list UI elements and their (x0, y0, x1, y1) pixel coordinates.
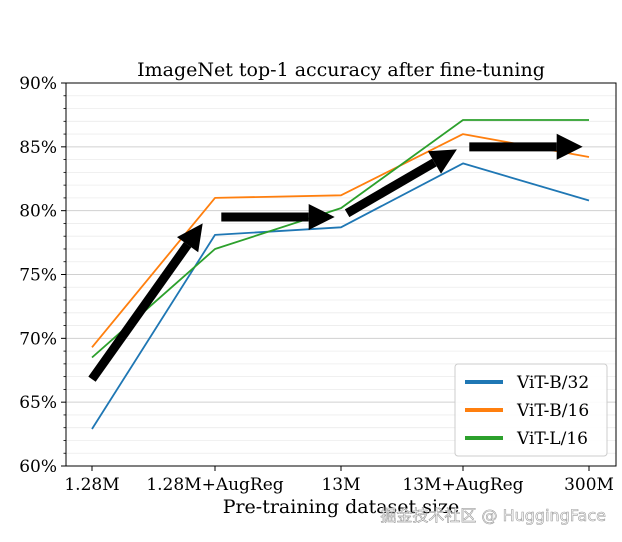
y-tick-label: 75% (19, 266, 57, 286)
arrow-shaft (88, 242, 192, 382)
annotation-arrow (88, 223, 203, 382)
legend-item: ViT-B/32 (465, 373, 589, 393)
series-line (91, 133, 590, 348)
watermark: 掘金技术社区 @ HuggingFace (380, 506, 606, 525)
legend-box (454, 363, 608, 457)
arrow-shaft (344, 158, 437, 218)
arrow-head (427, 149, 457, 174)
y-tick-label: 65% (19, 393, 57, 413)
legend-label: ViT-L/16 (516, 429, 588, 449)
x-tick-label: 1.28M (64, 475, 119, 495)
annotation-arrow (344, 149, 457, 218)
legend-label: ViT-B/16 (516, 401, 589, 421)
x-tick-label: 300M (564, 475, 614, 495)
arrow-head (177, 223, 203, 253)
arrow-head (308, 204, 335, 230)
arrow-layer (88, 133, 583, 382)
axis-layer: 60% 65% 70% 75% 80% 85% 90% 1.28M 1.28M+AugReg 13… (19, 74, 614, 495)
legend-item: ViT-B/16 (465, 401, 589, 421)
y-tick-label: 85% (19, 138, 57, 158)
legend-item: ViT-L/16 (465, 429, 588, 449)
x-tick-label: 13M (321, 475, 360, 495)
chart-title: ImageNet top-1 accuracy after fine-tunin… (137, 59, 545, 81)
legend-label: ViT-B/32 (516, 373, 589, 393)
series-line (91, 119, 589, 359)
series-line (91, 162, 590, 430)
y-tick-label: 60% (19, 457, 57, 477)
series-layer (91, 119, 590, 430)
x-tick-label: 1.28M+AugReg (146, 475, 283, 495)
grid-layer (66, 95, 616, 454)
legend: ViT-B/32 ViT-B/16 ViT-L/16 (454, 363, 608, 457)
x-axis-label: Pre-training dataset size (223, 496, 460, 518)
annotation-arrow (221, 204, 335, 230)
arrow-head (556, 133, 583, 160)
x-tick-label: 13M+AugReg (402, 475, 523, 495)
y-tick-label: 90% (19, 74, 57, 94)
y-tick-label: 80% (19, 202, 57, 222)
y-tick-label: 70% (19, 329, 57, 349)
legend-items: ViT-B/32 ViT-B/16 ViT-L/16 (465, 373, 589, 449)
annotation-arrow (469, 133, 583, 160)
